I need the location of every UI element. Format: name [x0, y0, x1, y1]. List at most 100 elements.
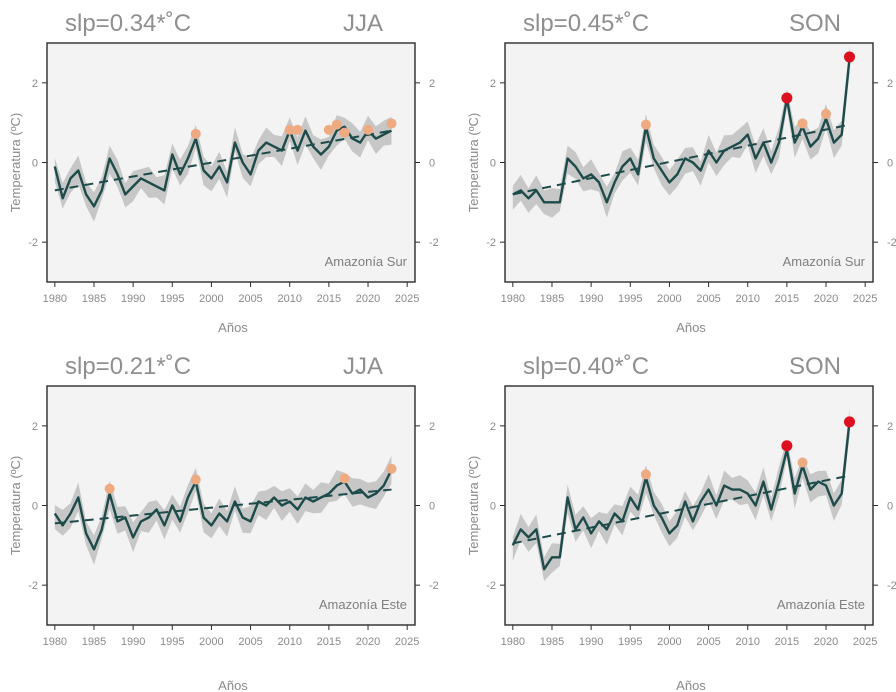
x-tick-label: 2005 — [696, 293, 720, 305]
x-tick-label: 2025 — [395, 293, 419, 305]
x-tick-label: 2025 — [395, 636, 419, 648]
x-tick-label: 1985 — [540, 293, 564, 305]
y-tick-label-left: 2 — [490, 421, 496, 433]
highlight-point-1 — [190, 128, 201, 139]
x-tick-label: 2015 — [317, 636, 341, 648]
uncertainty-band — [54, 455, 392, 565]
y-tick-label-left: 0 — [490, 158, 496, 170]
x-tick-label: 2015 — [775, 636, 799, 648]
x-tick-label: 2010 — [277, 636, 301, 648]
y-tick-label-left: -2 — [486, 237, 496, 249]
x-axis-label: Años — [218, 320, 248, 335]
highlight-point-4 — [386, 463, 397, 474]
uncertainty-band — [54, 115, 392, 222]
series-line — [511, 421, 851, 571]
y-tick-label-right: -2 — [887, 580, 896, 592]
y-tick-label-right: 0 — [887, 158, 893, 170]
x-tick-label: 2005 — [238, 636, 262, 648]
y-tick-label-right: -2 — [887, 237, 896, 249]
y-tick-label-left: 2 — [32, 421, 38, 433]
y-axis-label: Temperatura (ºC) — [466, 456, 481, 555]
highlight-point-8 — [386, 118, 397, 129]
x-tick-label: 1980 — [43, 636, 67, 648]
x-tick-label: 2015 — [317, 293, 341, 305]
highlight-point-4 — [323, 124, 334, 135]
uncertainty-band — [512, 45, 850, 218]
chart-panel-4: 1980 1985 1990 1995 2000 2005 2010 2015 2020 2025… — [466, 353, 896, 692]
highlight-point-7 — [363, 124, 374, 135]
trend-line — [54, 129, 392, 192]
x-tick-label: 2020 — [814, 293, 838, 305]
x-axis-label: Años — [676, 320, 706, 335]
season-label: JJA — [343, 10, 383, 37]
highlight-point-2 — [190, 474, 201, 485]
highlight-point-1 — [640, 469, 651, 480]
x-tick-label: 2005 — [238, 293, 262, 305]
x-tick-label: 2020 — [356, 293, 380, 305]
region-label: Amazonía Este — [777, 597, 865, 612]
highlight-point-5 — [331, 119, 342, 130]
x-tick-label: 1980 — [501, 293, 525, 305]
x-tick-label: 2010 — [277, 293, 301, 305]
trend-line — [54, 488, 392, 525]
y-tick-label-left: 0 — [32, 501, 38, 513]
x-tick-label: 1985 — [82, 636, 106, 648]
x-tick-label: 2020 — [814, 636, 838, 648]
highlight-point-2 — [797, 457, 808, 468]
y-tick-label-left: -2 — [28, 580, 38, 592]
x-tick-label: 1980 — [43, 293, 67, 305]
y-tick-label-left: 2 — [490, 78, 496, 90]
y-axis-label: Temperatura (ºC) — [8, 113, 23, 212]
y-tick-label-right: 0 — [887, 501, 893, 513]
x-tick-label: 2010 — [735, 293, 759, 305]
x-tick-label: 2015 — [775, 293, 799, 305]
highlight-point-4 — [781, 92, 793, 104]
y-tick-label-left: 2 — [32, 78, 38, 90]
y-tick-label-left: -2 — [486, 580, 496, 592]
highlight-point-1 — [104, 483, 115, 494]
y-tick-label-left: -2 — [28, 237, 38, 249]
y-axis-label: Temperatura (ºC) — [8, 456, 23, 555]
x-tick-label: 1990 — [579, 636, 603, 648]
x-tick-label: 2025 — [853, 293, 877, 305]
y-tick-label-right: -2 — [429, 237, 439, 249]
y-tick-label-right: 2 — [887, 421, 893, 433]
x-tick-label: 2000 — [199, 293, 223, 305]
x-tick-label: 1995 — [618, 293, 642, 305]
y-tick-label-right: 2 — [887, 78, 893, 90]
x-tick-label: 2000 — [657, 293, 681, 305]
season-label: SON — [789, 10, 841, 37]
highlight-point-3 — [339, 473, 350, 484]
highlight-point-3 — [781, 440, 793, 452]
x-tick-label: 1980 — [501, 636, 525, 648]
y-tick-label-left: 0 — [32, 158, 38, 170]
highlight-point-4 — [844, 416, 856, 428]
x-tick-label: 2025 — [853, 636, 877, 648]
x-tick-label: 1990 — [579, 293, 603, 305]
chart-panel-3: 1980 1985 1990 1995 2000 2005 2010 2015 2020 2025… — [8, 353, 439, 692]
y-tick-label-left: 0 — [490, 501, 496, 513]
y-tick-label-right: 2 — [429, 421, 435, 433]
highlight-point-3 — [292, 124, 303, 135]
region-label: Amazonía Sur — [783, 254, 866, 269]
x-tick-label: 1990 — [121, 293, 145, 305]
series-line — [512, 58, 851, 204]
x-axis-label: Años — [218, 678, 248, 692]
x-tick-label: 2020 — [356, 636, 380, 648]
region-label: Amazonía Sur — [325, 254, 408, 269]
highlight-point-2 — [797, 118, 808, 129]
x-axis-label: Años — [676, 678, 706, 692]
series-line — [53, 469, 393, 551]
x-tick-label: 1995 — [160, 636, 184, 648]
chart-panel-1: 1980 1985 1990 1995 2000 2005 2010 2015 2020 2025… — [8, 10, 439, 335]
highlight-point-1 — [640, 119, 651, 130]
x-tick-label: 1985 — [82, 293, 106, 305]
highlight-point-3 — [821, 108, 832, 119]
y-tick-label-right: 0 — [429, 501, 435, 513]
highlight-point-6 — [339, 127, 350, 138]
chart-panel-2: 1980 1985 1990 1995 2000 2005 2010 2015 2020 2025… — [466, 10, 896, 335]
series-line — [53, 125, 393, 208]
x-tick-label: 2005 — [696, 636, 720, 648]
chart-title: slp=0.40*˚C — [523, 353, 649, 380]
